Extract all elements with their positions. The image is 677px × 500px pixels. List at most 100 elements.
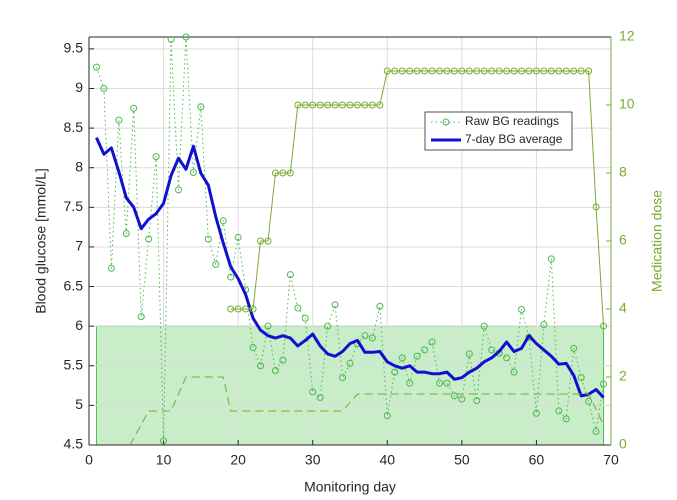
data-point (480, 322, 488, 330)
data-point (339, 101, 347, 109)
data-point (525, 67, 533, 75)
x-tick-label: 0 (85, 452, 93, 468)
series-line (129, 376, 604, 446)
data-point (286, 271, 294, 279)
data-point (398, 354, 406, 362)
data-point (510, 67, 518, 75)
data-point (353, 101, 361, 109)
data-point (174, 186, 182, 194)
data-point (130, 104, 138, 112)
data-point (204, 235, 212, 243)
data-point (249, 344, 257, 352)
y-tick-label: 7 (75, 238, 83, 254)
data-point (361, 332, 369, 340)
data-point (391, 368, 399, 376)
data-point (540, 67, 548, 75)
y-tick-label: 8.5 (64, 119, 84, 135)
data-point (488, 346, 496, 354)
data-point (264, 322, 272, 330)
data-point (234, 305, 242, 313)
data-point (562, 67, 570, 75)
data-point (532, 409, 540, 417)
data-point (510, 368, 518, 376)
y2-tick-label: 10 (619, 96, 635, 112)
x-tick-label: 50 (454, 452, 470, 468)
data-point (368, 334, 376, 342)
data-point (413, 67, 421, 75)
data-point (435, 379, 443, 387)
data-point (503, 67, 511, 75)
data-point (450, 67, 458, 75)
data-point (122, 229, 130, 237)
data-point (115, 116, 123, 124)
data-point (257, 237, 265, 245)
data-point (160, 437, 168, 445)
data-point (257, 362, 265, 370)
y2-tick-label: 6 (619, 232, 627, 248)
data-point (443, 379, 451, 387)
data-point (398, 67, 406, 75)
data-point (324, 322, 332, 330)
data-point (227, 305, 235, 313)
legend-marker (442, 118, 450, 126)
data-point (585, 397, 593, 405)
x-tick-label: 70 (603, 452, 619, 468)
data-point (346, 359, 354, 367)
data-point (271, 367, 279, 375)
data-point (450, 392, 458, 400)
data-point (480, 67, 488, 75)
data-point (294, 304, 302, 312)
data-point (443, 67, 451, 75)
data-point (92, 63, 100, 71)
data-point (428, 338, 436, 346)
data-point (286, 169, 294, 177)
y-tick-label: 6.5 (64, 277, 84, 293)
data-point (473, 67, 481, 75)
data-point (316, 393, 324, 401)
data-point (488, 67, 496, 75)
data-point (435, 67, 443, 75)
data-point (249, 305, 257, 313)
data-point (368, 101, 376, 109)
y2-tick-label: 8 (619, 164, 627, 180)
data-point (570, 67, 578, 75)
x-tick-label: 10 (156, 452, 172, 468)
data-point (137, 313, 145, 321)
data-point (294, 101, 302, 109)
data-point (376, 101, 384, 109)
y-tick-label: 4.5 (64, 436, 84, 452)
data-point (592, 203, 600, 211)
data-point (555, 67, 563, 75)
data-point (592, 428, 600, 436)
data-point (585, 67, 593, 75)
data-point (465, 67, 473, 75)
target-band (95, 325, 605, 446)
data-point (547, 67, 555, 75)
data-point (107, 264, 115, 272)
data-point (227, 273, 235, 281)
data-point (167, 35, 175, 43)
data-point (406, 379, 414, 387)
data-point (279, 169, 287, 177)
data-point (391, 67, 399, 75)
data-point (331, 101, 339, 109)
y-tick-label: 9.5 (64, 40, 84, 56)
x-tick-label: 20 (230, 452, 246, 468)
data-point (346, 101, 354, 109)
data-point (383, 412, 391, 420)
data-point (197, 103, 205, 111)
y-tick-label: 9 (75, 79, 83, 95)
x-tick-label: 60 (529, 452, 545, 468)
data-point (383, 67, 391, 75)
data-point (301, 101, 309, 109)
data-point (577, 67, 585, 75)
y2-tick-label: 2 (619, 368, 627, 384)
y-tick-label: 6 (75, 317, 83, 333)
data-point (421, 67, 429, 75)
data-point (309, 388, 317, 396)
data-point (376, 302, 384, 310)
data-point (182, 33, 190, 41)
data-point (547, 255, 555, 263)
data-point (264, 237, 272, 245)
data-point (458, 67, 466, 75)
